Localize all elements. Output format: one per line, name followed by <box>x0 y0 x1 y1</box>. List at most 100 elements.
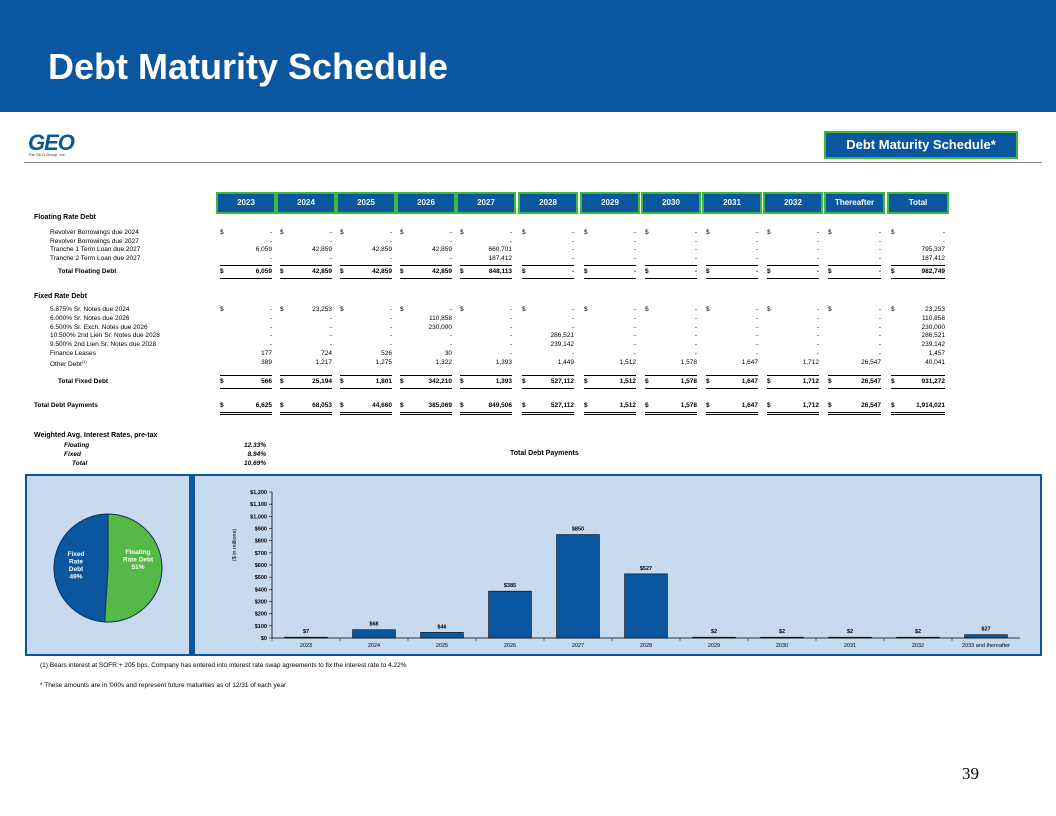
total-rule <box>460 375 512 376</box>
total-rule <box>460 414 512 415</box>
row-label: Total Debt Payments <box>34 402 98 409</box>
title-banner: Debt Maturity Schedule <box>0 0 1056 112</box>
fixed-row: 6.500% Sr. Exch. Notes due 2026- - -230,00… <box>50 323 945 331</box>
total-rule <box>584 375 636 376</box>
total-rule <box>645 412 697 413</box>
total-rule <box>767 375 819 376</box>
bar-2025 <box>420 632 464 639</box>
total-rule <box>706 414 758 415</box>
y-tick-label: $100 <box>255 624 267 630</box>
total-rule <box>645 375 697 376</box>
x-tick-label: 2029 <box>708 643 720 649</box>
year-header-2026: 2026 <box>396 192 456 214</box>
bar-data-label: $68 <box>369 622 378 628</box>
total-rule <box>340 265 392 266</box>
year-header-2028: 2028 <box>518 192 578 214</box>
total-rule <box>891 412 945 413</box>
year-header-2023: 2023 <box>216 192 276 214</box>
bar-data-label: $2 <box>847 629 853 635</box>
logo-subtext: The GEO Group, Inc. <box>28 152 66 157</box>
bar-2029 <box>692 636 736 639</box>
row-label: 5.875% Sr. Notes due 2024 <box>50 306 130 313</box>
x-tick-label: 2032 <box>912 643 924 649</box>
floating-row: Revolver Borrowings due 2024 $ - $ - $ - $ - $ - $ -… <box>50 229 945 236</box>
total-rule <box>706 412 758 413</box>
schedule-badge: Debt Maturity Schedule* <box>824 131 1018 159</box>
fixed-row: Finance Leases 177 724 526 30- - - - - - -1,457 <box>50 350 945 357</box>
rate-label: Fixed <box>64 451 81 458</box>
pie-label-floating: Floating Rate Debt 51% <box>123 549 154 571</box>
total-rule <box>220 388 272 389</box>
bar-2031 <box>828 636 872 639</box>
bar-data-label: $2 <box>711 629 717 635</box>
y-tick-label: $800 <box>255 539 267 545</box>
year-header-2030: 2030 <box>641 192 701 214</box>
fixed-row: Other Debt(1) 389 1,217 1,275 1,322 1,393 1,44… <box>50 358 945 368</box>
total-rule <box>460 388 512 389</box>
total-rule <box>460 265 512 266</box>
total-rule <box>280 278 332 279</box>
total-rule <box>584 412 636 413</box>
total-rule <box>340 375 392 376</box>
total-rule <box>220 278 272 279</box>
x-tick-label: 2026 <box>504 643 516 649</box>
total-rule <box>400 414 452 415</box>
bar-2032 <box>896 636 940 639</box>
total-rule <box>522 265 574 266</box>
bar-2027 <box>556 534 600 639</box>
total-rule <box>460 412 512 413</box>
row-label: Tranche 2 Term Loan due 2027 <box>50 254 141 262</box>
fixed-row: 10.500% 2nd Lien Sr. Notes due 2028- - - - -… <box>50 332 945 340</box>
total-rule <box>645 278 697 279</box>
total-rule <box>828 265 881 266</box>
total-rule <box>280 388 332 389</box>
floating-row: Tranche 2 Term Loan due 2027- - - -187,412-… <box>50 254 945 262</box>
fixed-row: 9.500% 2nd Lien Sr. Notes due 2028- - - - -2… <box>50 341 945 349</box>
total-rule <box>828 375 881 376</box>
y-tick-label: $1,200 <box>250 490 267 496</box>
total-rule <box>220 414 272 415</box>
row-label: 9.500% 2nd Lien Sr. Notes due 2028 <box>50 341 157 349</box>
x-tick-label: 2033 and thereafter <box>962 643 1010 649</box>
total-rule <box>584 414 636 415</box>
bar-data-label: $27 <box>981 627 990 633</box>
footnote-1: (1) Bears interest at SOFR + 205 bps. Co… <box>40 662 407 669</box>
total-rule <box>522 412 574 413</box>
row-label: Revolver Borrowings due 2024 <box>50 229 139 236</box>
year-header-2025: 2025 <box>336 192 396 214</box>
year-header-thereafter: Thereafter <box>824 192 885 214</box>
total-rule <box>645 414 697 415</box>
debt-mix-pie-chart: Floating Rate Debt 51% Fixed Rate Debt 49% <box>53 513 163 623</box>
bar-data-label: $385 <box>504 583 516 589</box>
x-tick-label: 2023 <box>300 643 312 649</box>
total-rule <box>767 414 819 415</box>
fixed-heading: Fixed Rate Debt <box>34 293 87 300</box>
bar-data-label: $2 <box>779 629 785 635</box>
fixed-total-row: Total Fixed Debt $566 $25,194 $1,801 $342,21… <box>58 378 945 385</box>
rate-label: Total <box>72 460 88 467</box>
pie-label-fixed: Fixed Rate Debt 49% <box>68 551 85 581</box>
total-rule <box>767 412 819 413</box>
bar-panel <box>195 474 1042 656</box>
year-header-2024: 2024 <box>276 192 336 214</box>
logo-text: GEO <box>28 130 75 155</box>
year-header-2029: 2029 <box>580 192 640 214</box>
y-tick-label: $1,100 <box>250 502 267 508</box>
year-header-2032: 2032 <box>763 192 823 214</box>
bar-data-label: $527 <box>640 566 652 572</box>
total-rule <box>522 388 574 389</box>
x-tick-label: 2030 <box>776 643 788 649</box>
total-rule <box>706 375 758 376</box>
debt-payments-bar-chart: $0 $100 $200 $300 $400 $500 $600 $700 $800 $900 $1… <box>232 490 1020 649</box>
bar-data-label: $7 <box>303 629 309 635</box>
y-tick-label: $500 <box>255 575 267 581</box>
total-rule <box>828 414 881 415</box>
rate-value: 10.69% <box>243 460 266 467</box>
year-header-2031: 2031 <box>702 192 762 214</box>
footnote-2: * These amounts are in '000s and represe… <box>40 682 287 689</box>
total-rule <box>400 388 452 389</box>
total-rule <box>280 265 332 266</box>
total-rule <box>891 375 945 376</box>
total-rule <box>767 278 819 279</box>
fixed-row: 5.875% Sr. Notes due 2024 $ - $23,253 $ - $ - $ -… <box>50 306 945 313</box>
